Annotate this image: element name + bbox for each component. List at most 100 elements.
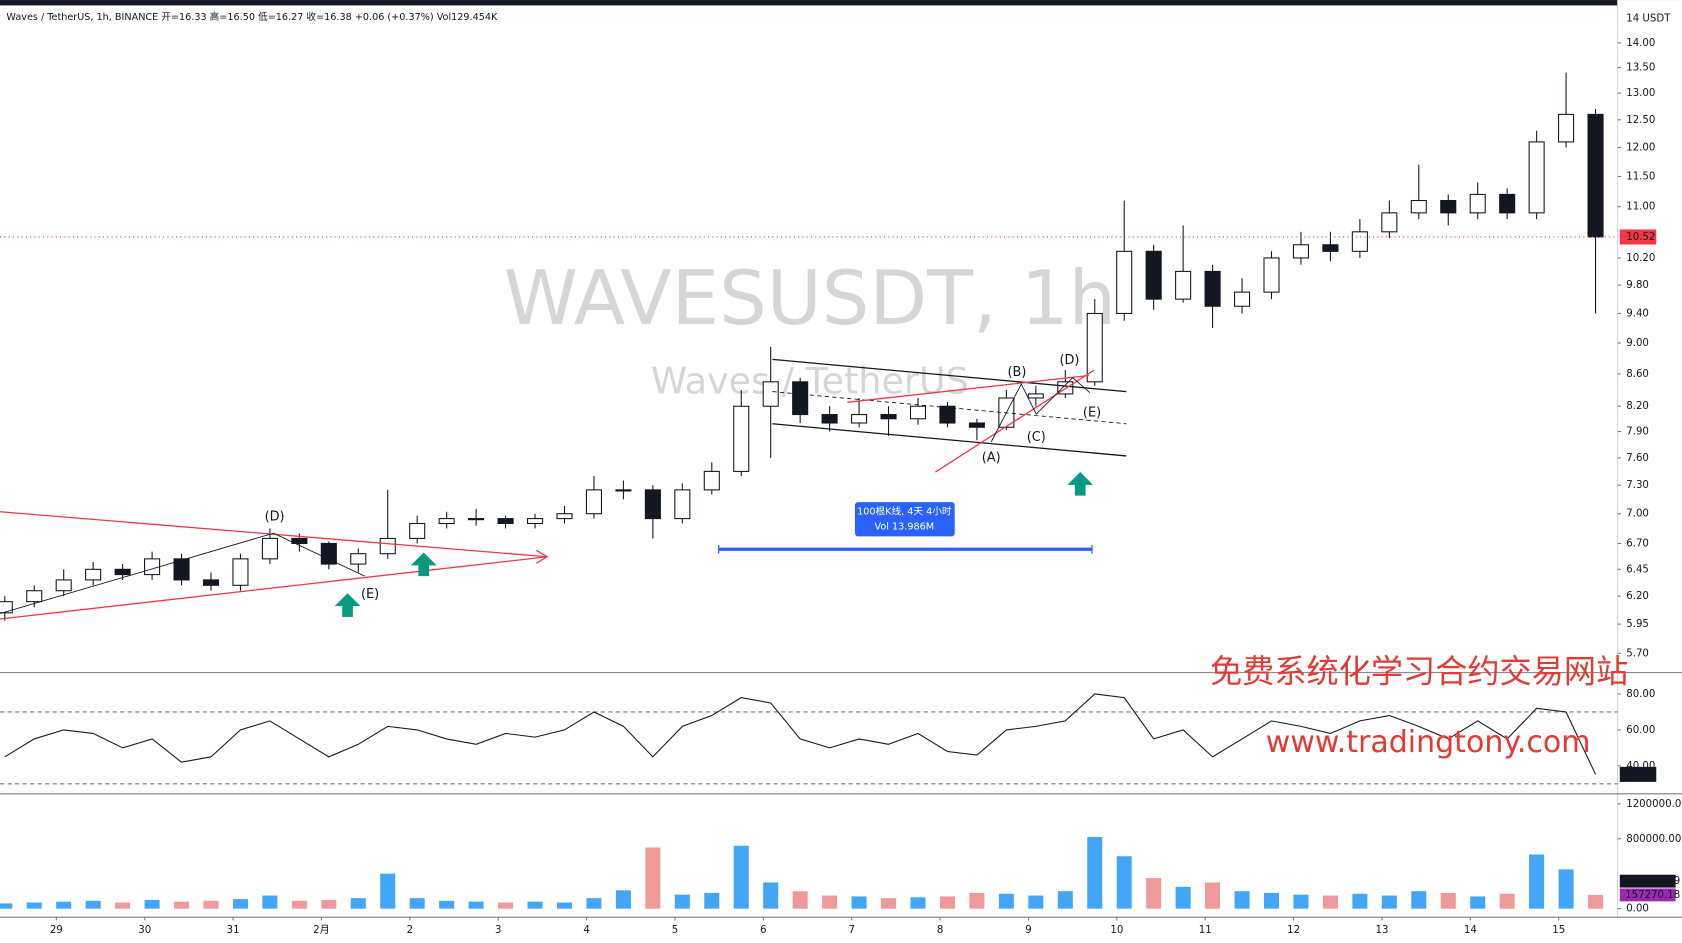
y-tick-label: 7.90 bbox=[1626, 427, 1649, 438]
volume-bar bbox=[498, 902, 514, 909]
volume-bar bbox=[998, 893, 1014, 909]
x-tick-label: 6 bbox=[760, 925, 766, 936]
watermark-subtitle: Waves / TetherUS bbox=[651, 360, 969, 403]
candle-body bbox=[1263, 257, 1280, 293]
x-tick-label: 8 bbox=[937, 925, 943, 936]
trend-line bbox=[0, 511, 548, 558]
volume-bar bbox=[1057, 891, 1073, 909]
y-tick-label: 11.50 bbox=[1626, 171, 1655, 182]
wedge-line bbox=[935, 369, 1095, 473]
measure-text: 100根K线, 4天 4小时 bbox=[857, 506, 952, 518]
x-tick-label: 2月 bbox=[313, 924, 330, 936]
volume-bar bbox=[468, 901, 484, 909]
x-tick-label: 12 bbox=[1287, 925, 1300, 936]
volume-bar bbox=[0, 903, 13, 909]
y-tick-label: 5.95 bbox=[1626, 619, 1649, 630]
y-tick-label: 7.30 bbox=[1626, 480, 1649, 491]
candle-body bbox=[792, 381, 809, 416]
volume-bar bbox=[232, 899, 248, 909]
volume-bar bbox=[822, 895, 838, 909]
trend-line bbox=[0, 556, 548, 620]
volume-bar bbox=[1381, 895, 1397, 909]
candle-body bbox=[409, 522, 426, 539]
volume-bar bbox=[1529, 854, 1545, 909]
candle-body bbox=[1587, 113, 1604, 238]
volume-bar bbox=[1116, 856, 1132, 909]
y-tick-label: 13.00 bbox=[1626, 88, 1655, 99]
candle-body bbox=[1558, 113, 1575, 143]
candle-body bbox=[674, 489, 691, 520]
candle-body bbox=[1322, 244, 1339, 252]
candle-body bbox=[261, 537, 278, 560]
wave-label: (C) bbox=[1027, 430, 1046, 445]
volume-bar bbox=[792, 891, 808, 909]
wave-labels: (D) (E) (B) (D) (E) (C) (A) bbox=[265, 353, 1101, 602]
volume-bar bbox=[1588, 894, 1604, 909]
candle-body bbox=[320, 542, 337, 565]
x-tick-label: 3 bbox=[495, 925, 501, 936]
measure-text: Vol 13.986M bbox=[875, 522, 935, 533]
candle-body bbox=[55, 579, 72, 592]
volume-bar bbox=[674, 894, 690, 909]
volume-value-box bbox=[1619, 888, 1676, 902]
volume-bar bbox=[763, 882, 779, 909]
volume-tick-label: 1200000.00 bbox=[1626, 799, 1682, 810]
volume-tick-label: 800000.00 bbox=[1626, 834, 1681, 845]
volume-bar bbox=[910, 897, 926, 909]
up-arrow bbox=[410, 552, 437, 577]
rsi-tick-label: 60.00 bbox=[1626, 725, 1655, 736]
volume-bar bbox=[1322, 895, 1338, 909]
volume-bar bbox=[262, 895, 278, 909]
candle-body bbox=[762, 381, 779, 407]
y-tick-label: 5.70 bbox=[1626, 648, 1649, 659]
volume-bar bbox=[144, 899, 160, 909]
candle-body bbox=[1528, 141, 1545, 214]
last-price-label: 10.52 bbox=[1626, 232, 1655, 243]
volume-bar bbox=[439, 900, 455, 909]
rsi-tick-label: 40.00 bbox=[1626, 761, 1655, 772]
wave-label: (A) bbox=[982, 451, 1001, 466]
y-tick-label: 9.40 bbox=[1626, 308, 1649, 319]
price-axis bbox=[1617, 0, 1682, 943]
volume-bar bbox=[291, 900, 307, 909]
symbol-header: Waves / TetherUS, 1h, BINANCE 开=16.33 高=… bbox=[6, 11, 498, 23]
volume-bar bbox=[1263, 892, 1280, 909]
volume-bar bbox=[203, 900, 219, 909]
volume-bar bbox=[1028, 895, 1044, 909]
x-tick-label: 15 bbox=[1552, 925, 1565, 936]
candle-body bbox=[173, 558, 190, 581]
x-tick-label: 9 bbox=[1025, 925, 1031, 936]
candle-body bbox=[1499, 193, 1516, 214]
x-tick-label: 31 bbox=[227, 925, 240, 936]
candle-body bbox=[202, 579, 220, 586]
rsi-last-box bbox=[1619, 766, 1657, 782]
channel-line bbox=[772, 423, 1127, 457]
volume-bar bbox=[1293, 894, 1309, 909]
volume-bar bbox=[939, 896, 955, 909]
volume-value-box bbox=[1619, 874, 1676, 888]
candle-body bbox=[0, 601, 13, 614]
volume-bar bbox=[1175, 886, 1191, 909]
volume-bar bbox=[380, 873, 396, 909]
volume-bar bbox=[409, 898, 425, 909]
x-tick-label: 5 bbox=[672, 925, 678, 936]
promo-url: www.tradingtony.com bbox=[1266, 725, 1591, 760]
candle-body bbox=[615, 489, 632, 492]
candle-body bbox=[144, 558, 161, 576]
y-tick-label: 8.20 bbox=[1626, 401, 1649, 412]
candle-body bbox=[114, 568, 131, 576]
candle-body bbox=[1381, 212, 1398, 233]
volume-bar bbox=[1234, 891, 1250, 909]
volume-bar bbox=[586, 898, 602, 909]
channel-mid bbox=[772, 391, 1127, 425]
watermark-title: WAVESUSDT, 1h bbox=[504, 254, 1117, 342]
volume-bar bbox=[556, 902, 573, 909]
candle-body bbox=[821, 414, 838, 424]
top-bar bbox=[0, 0, 1682, 6]
candle-body bbox=[703, 470, 720, 491]
candle-body bbox=[526, 518, 544, 525]
x-tick-label: 11 bbox=[1199, 925, 1212, 936]
candle-body bbox=[733, 405, 750, 472]
